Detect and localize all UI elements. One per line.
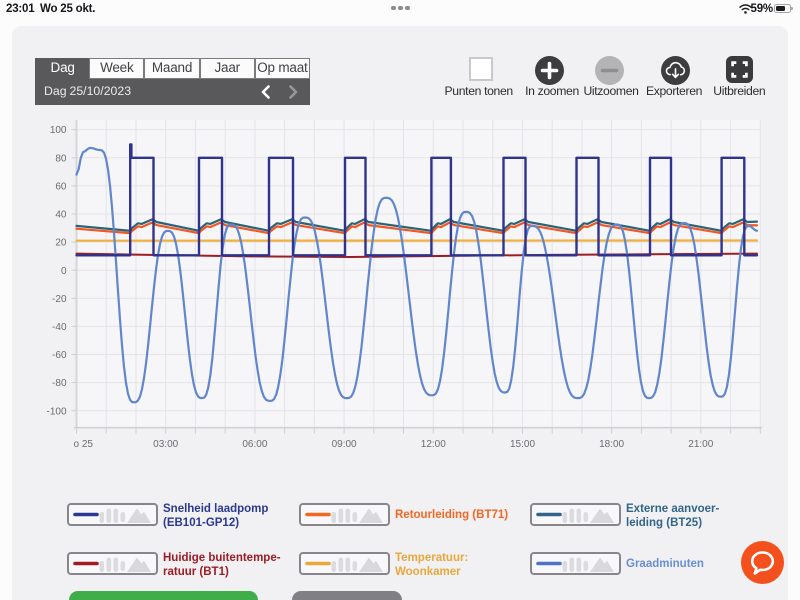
svg-text:06:00: 06:00 xyxy=(242,439,267,450)
svg-text:o 25: o 25 xyxy=(74,439,94,450)
svg-text:21:00: 21:00 xyxy=(688,439,713,450)
svg-text:-40: -40 xyxy=(52,322,67,333)
svg-text:18:00: 18:00 xyxy=(599,439,624,450)
svg-text:03:00: 03:00 xyxy=(153,439,178,450)
svg-text:40: 40 xyxy=(55,210,67,221)
svg-text:-100: -100 xyxy=(46,406,66,417)
svg-text:20: 20 xyxy=(55,238,67,249)
svg-text:12:00: 12:00 xyxy=(421,439,446,450)
svg-text:60: 60 xyxy=(55,182,67,193)
svg-text:0: 0 xyxy=(61,266,67,277)
svg-text:-80: -80 xyxy=(52,378,67,389)
svg-text:100: 100 xyxy=(50,125,67,136)
svg-text:15:00: 15:00 xyxy=(510,439,535,450)
svg-text:09:00: 09:00 xyxy=(332,439,357,450)
svg-text:80: 80 xyxy=(55,153,67,164)
svg-text:-20: -20 xyxy=(52,294,67,305)
svg-text:-60: -60 xyxy=(52,350,67,361)
